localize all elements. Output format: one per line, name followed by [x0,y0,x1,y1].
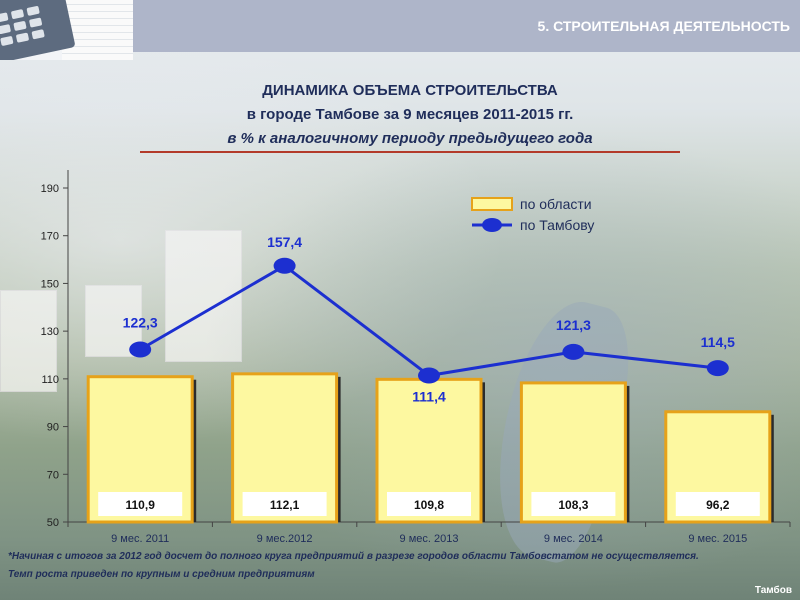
line-data-label: 157,4 [267,234,302,250]
bar-data-label: 108,3 [558,498,588,512]
bar-label-box [531,492,616,516]
y-tick-label: 70 [47,469,59,481]
tambov-marker [706,360,729,377]
tambov-marker [129,341,152,358]
footnote-line2: Темп роста приведен по крупным и средним… [8,569,315,580]
bar-label-box [675,492,760,516]
bar-data-label: 110,9 [126,498,156,512]
bar-data-label: 112,1 [270,498,300,512]
y-tick-label: 150 [41,278,59,290]
tambov-marker [418,367,440,384]
y-tick-label: 90 [47,422,59,434]
calculator-image [0,0,133,60]
bar-data-label: 109,8 [414,498,444,512]
bar-label-box [98,492,183,516]
y-tick-label: 170 [41,231,59,243]
city-label: Тамбов [754,585,792,596]
bar-label-box [387,492,471,516]
tambov-marker [273,257,296,274]
tambov-series-line [139,263,718,378]
x-category-label: 9 мес. 2013 [400,533,459,545]
legend-marker [482,218,502,232]
chart-title-line1: ДИНАМИКА ОБЪЕМА СТРОИТЕЛЬСТВА [262,82,558,99]
chart-title-line3: в % к аналогичному периоду предыдущего г… [227,130,593,147]
title-underline [140,151,680,153]
line-data-label: 111,4 [412,389,446,405]
y-tick-label: 110 [41,374,59,386]
y-tick-label: 130 [41,326,59,338]
bar-data-label: 96,2 [706,498,730,512]
legend-label-bar: по области [520,196,592,212]
paper-sheet-image [62,0,133,60]
y-tick-label: 50 [47,517,59,529]
line-data-label: 122,3 [123,315,158,331]
tambov-marker [562,343,585,360]
legend-swatch-bar [471,197,513,211]
legend-label-line: по Тамбову [520,217,594,233]
chart-title-line2: в городе Тамбове за 9 месяцев 2011-2015 … [246,106,574,123]
x-category-label: 9 мес. 2015 [688,533,747,545]
line-data-label: 114,5 [701,334,735,350]
header-band: 5. СТРОИТЕЛЬНАЯ ДЕЯТЕЛЬНОСТЬ [133,0,800,52]
bar-label-box [242,492,327,516]
footnote-line1: *Начиная с итогов за 2012 год досчет до … [8,551,699,562]
x-category-label: 9 мес. 2014 [544,533,603,545]
line-data-label: 121,3 [556,317,591,333]
section-title: 5. СТРОИТЕЛЬНАЯ ДЕЯТЕЛЬНОСТЬ [537,18,790,34]
x-category-label: 9 мес. 2011 [111,533,169,545]
y-tick-label: 190 [41,183,59,195]
x-category-label: 9 мес.2012 [257,533,313,545]
